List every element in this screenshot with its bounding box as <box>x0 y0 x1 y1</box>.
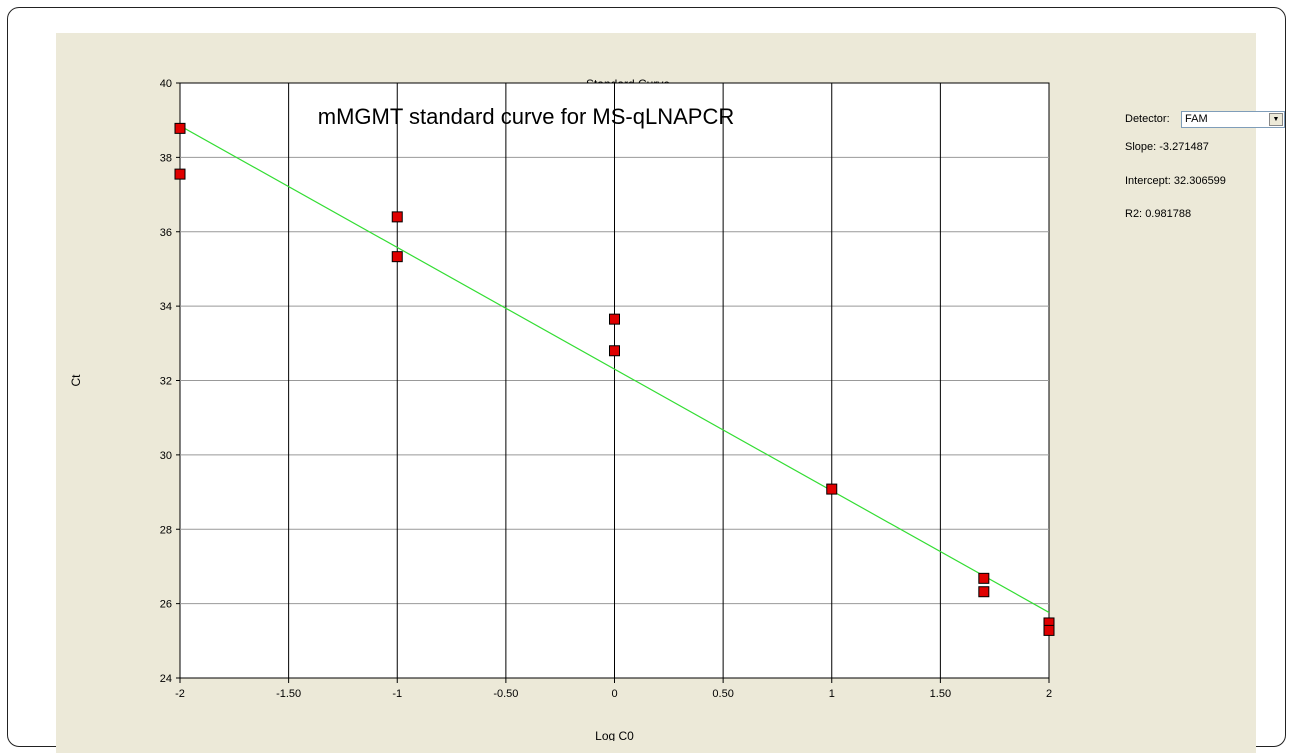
chevron-down-icon[interactable]: ▼ <box>1269 113 1283 126</box>
r2-label: R2: <box>1125 208 1143 220</box>
fit-line <box>179 125 1050 613</box>
data-point <box>391 211 403 223</box>
data-point <box>174 122 186 134</box>
y-tick-label: 40 <box>160 78 172 90</box>
x-tick-label: 2 <box>1046 688 1052 700</box>
standard-curve-chart: 24 26 28 30 32 34 36 38 40 -2 -1.50 -1 -0.50 0 0.50 1 1.… <box>69 78 1055 741</box>
detector-row: Detector: FAM ▼ <box>1125 111 1285 128</box>
intercept-value: 32.306599 <box>1173 175 1226 187</box>
data-point <box>609 345 620 357</box>
slope-row: Slope: -3.271487 <box>1125 141 1209 153</box>
x-tick-label: -2 <box>175 688 185 700</box>
x-tick-label: 1 <box>829 688 835 700</box>
chart-panel: Standard Curve 242628303234363840-2-1.50… <box>56 33 1285 753</box>
x-tick-label: -0.50 <box>493 688 518 700</box>
data-point <box>826 483 838 495</box>
r2-value: 0.981788 <box>1145 208 1192 220</box>
intercept-row: Intercept: 32.306599 <box>1125 175 1226 187</box>
x-axis-label: Log C0 <box>595 729 634 741</box>
y-axis-label: Ct <box>69 374 83 387</box>
slope-value: -3.271487 <box>1159 141 1209 153</box>
y-tick-label: 26 <box>160 599 172 611</box>
r2-row: R2: 0.981788 <box>1125 208 1191 220</box>
detector-value: FAM <box>1185 113 1208 125</box>
y-tick-label: 38 <box>160 152 172 164</box>
y-tick-label: 36 <box>160 227 172 239</box>
y-tick-label: 28 <box>160 524 172 536</box>
x-tick-label: -1.50 <box>276 688 301 700</box>
y-tick-label: 34 <box>160 301 172 313</box>
x-tick-label: 0.50 <box>712 688 733 700</box>
data-point <box>1043 624 1055 636</box>
y-tick-label: 30 <box>160 450 172 462</box>
data-point <box>174 168 186 180</box>
detector-dropdown[interactable]: FAM ▼ <box>1181 111 1285 128</box>
data-point <box>609 313 620 325</box>
data-point <box>391 251 403 263</box>
slope-label: Slope: <box>1125 141 1157 153</box>
x-tick-label: 0 <box>611 688 617 700</box>
detector-label: Detector: <box>1125 113 1170 125</box>
y-tick-label: 32 <box>160 376 172 388</box>
x-tick-label: 1.50 <box>930 688 951 700</box>
y-tick-label: 24 <box>160 673 172 685</box>
x-tick-label: -1 <box>392 688 402 700</box>
data-point <box>978 586 990 598</box>
window-frame: Standard Curve 242628303234363840-2-1.50… <box>7 7 1286 753</box>
plot-title: mMGMT standard curve for MS-qLNAPCR <box>318 104 734 129</box>
intercept-label: Intercept: <box>1125 175 1171 187</box>
data-point <box>978 572 990 584</box>
